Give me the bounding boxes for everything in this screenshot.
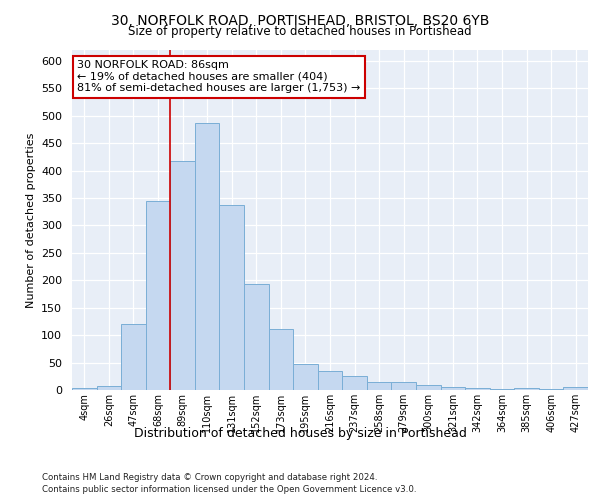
Bar — [146, 201, 170, 390]
Bar — [539, 389, 563, 390]
Text: Size of property relative to detached houses in Portishead: Size of property relative to detached ho… — [128, 25, 472, 38]
Text: Contains public sector information licensed under the Open Government Licence v3: Contains public sector information licen… — [42, 485, 416, 494]
Bar — [97, 386, 121, 390]
Bar — [121, 324, 146, 390]
Bar — [391, 382, 416, 390]
Bar — [318, 371, 342, 390]
Text: 30, NORFOLK ROAD, PORTISHEAD, BRISTOL, BS20 6YB: 30, NORFOLK ROAD, PORTISHEAD, BRISTOL, B… — [111, 14, 489, 28]
Bar — [367, 382, 391, 390]
Y-axis label: Number of detached properties: Number of detached properties — [26, 132, 35, 308]
Text: 30 NORFOLK ROAD: 86sqm
← 19% of detached houses are smaller (404)
81% of semi-de: 30 NORFOLK ROAD: 86sqm ← 19% of detached… — [77, 60, 361, 94]
Bar — [220, 205, 244, 390]
Bar — [269, 329, 293, 390]
Bar — [416, 384, 440, 390]
Bar — [170, 161, 195, 390]
Bar — [244, 284, 269, 390]
Bar — [465, 388, 490, 390]
Bar — [490, 389, 514, 390]
Bar — [195, 123, 220, 390]
Bar — [514, 388, 539, 390]
Bar — [440, 386, 465, 390]
Bar — [563, 388, 588, 390]
Bar — [293, 364, 318, 390]
Bar — [72, 388, 97, 390]
Bar — [342, 376, 367, 390]
Text: Contains HM Land Registry data © Crown copyright and database right 2024.: Contains HM Land Registry data © Crown c… — [42, 472, 377, 482]
Text: Distribution of detached houses by size in Portishead: Distribution of detached houses by size … — [134, 428, 466, 440]
